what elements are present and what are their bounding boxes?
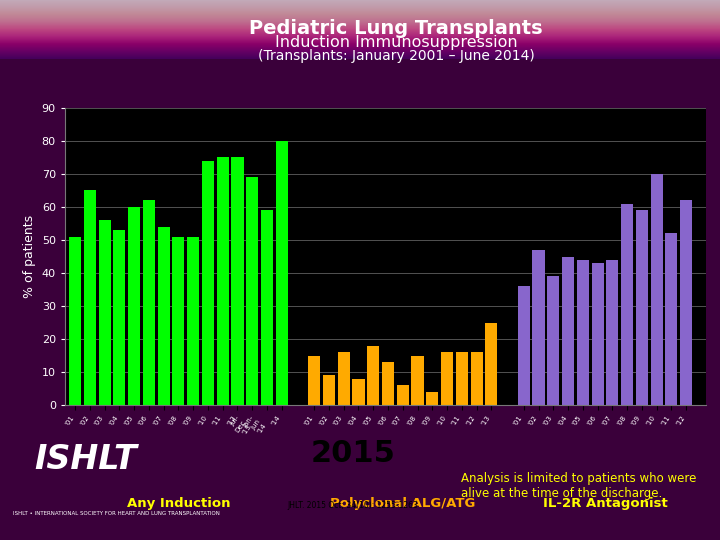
- Y-axis label: % of patients: % of patients: [23, 215, 36, 298]
- Text: Any Induction: Any Induction: [127, 497, 230, 510]
- Bar: [338, 352, 350, 405]
- Bar: [485, 322, 498, 405]
- Bar: [158, 227, 170, 405]
- Bar: [323, 375, 335, 405]
- Bar: [577, 260, 589, 405]
- Bar: [187, 237, 199, 405]
- Bar: [456, 352, 468, 405]
- Bar: [397, 385, 409, 405]
- Bar: [367, 346, 379, 405]
- Text: JHLT. 2015 Oct; 34(10): 1255-1263: JHLT. 2015 Oct; 34(10): 1255-1263: [287, 501, 418, 510]
- Text: Polyclonal ALG/ATG: Polyclonal ALG/ATG: [330, 497, 475, 510]
- Bar: [69, 237, 81, 405]
- Bar: [470, 352, 482, 405]
- Bar: [680, 200, 692, 405]
- Bar: [665, 233, 678, 405]
- Bar: [562, 256, 574, 405]
- Bar: [172, 237, 184, 405]
- Bar: [441, 352, 453, 405]
- Bar: [99, 220, 111, 405]
- Bar: [276, 141, 288, 405]
- Text: ISHLT: ISHLT: [35, 443, 138, 476]
- Text: ISHLT • INTERNATIONAL SOCIETY FOR HEART AND LUNG TRANSPLANTATION: ISHLT • INTERNATIONAL SOCIETY FOR HEART …: [14, 511, 220, 516]
- Bar: [113, 230, 125, 405]
- Bar: [651, 174, 662, 405]
- Bar: [547, 276, 559, 405]
- Text: Analysis is limited to patients who were
alive at the time of the discharge.: Analysis is limited to patients who were…: [461, 472, 696, 500]
- Bar: [231, 158, 243, 405]
- Bar: [352, 379, 364, 405]
- Bar: [426, 392, 438, 405]
- Bar: [84, 191, 96, 405]
- Bar: [308, 355, 320, 405]
- Bar: [246, 177, 258, 405]
- Bar: [606, 260, 618, 405]
- Text: IL-2R Antagonist: IL-2R Antagonist: [543, 497, 667, 510]
- Bar: [217, 158, 229, 405]
- Bar: [592, 263, 603, 405]
- Bar: [261, 210, 273, 405]
- Bar: [411, 355, 423, 405]
- Bar: [636, 210, 648, 405]
- Bar: [128, 207, 140, 405]
- Bar: [533, 250, 544, 405]
- Bar: [382, 362, 394, 405]
- Text: Pediatric Lung Transplants: Pediatric Lung Transplants: [249, 19, 543, 38]
- Bar: [202, 161, 214, 405]
- Text: 2015: 2015: [310, 439, 395, 468]
- Text: Induction Immunosuppression: Induction Immunosuppression: [275, 35, 517, 50]
- Bar: [621, 204, 633, 405]
- Text: (Transplants: January 2001 – June 2014): (Transplants: January 2001 – June 2014): [258, 49, 534, 63]
- Bar: [143, 200, 155, 405]
- Bar: [518, 286, 530, 405]
